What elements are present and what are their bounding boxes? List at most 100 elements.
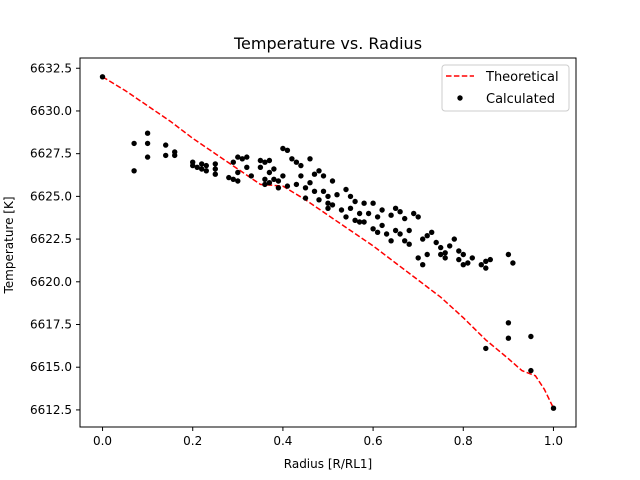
calculated-point: [469, 255, 475, 261]
calculated-point: [392, 227, 399, 234]
chart-title: Temperature vs. Radius: [233, 34, 422, 53]
calculated-point: [325, 200, 331, 206]
calculated-point: [293, 181, 300, 188]
calculated-point: [411, 210, 417, 217]
x-axis-ticks: 0.0 0.2 0.4 0.6 0.8 1.0: [93, 427, 563, 448]
calculated-point: [289, 156, 295, 162]
calculated-point: [438, 244, 444, 251]
calculated-point: [456, 248, 462, 254]
calculated-point: [483, 265, 489, 271]
calculated-point: [199, 166, 205, 172]
calculated-point: [352, 198, 358, 205]
calculated-point: [397, 209, 403, 215]
calculated-point: [415, 214, 421, 220]
calculated-point: [262, 159, 268, 165]
calculated-point: [172, 152, 178, 159]
calculated-point: [280, 145, 286, 152]
calculated-point: [374, 214, 381, 220]
calculated-point: [343, 214, 349, 220]
calculated-point: [365, 210, 372, 217]
y-tick-label: 6612.5: [30, 403, 72, 417]
calculated-point: [406, 227, 412, 234]
plot-frame: [79, 57, 577, 428]
x-tick-label: 0.4: [273, 434, 292, 448]
calculated-point: [257, 164, 264, 170]
y-tick-label: 6625.0: [30, 189, 72, 203]
calculated-point: [235, 154, 241, 160]
x-tick-label: 0.8: [454, 434, 473, 448]
legend-calculated-label: Calculated: [486, 92, 555, 107]
calculated-point: [442, 250, 448, 256]
calculated-point: [338, 207, 345, 213]
calculated-point: [262, 176, 268, 182]
x-tick-label: 0.6: [364, 434, 383, 448]
calculated-point: [347, 205, 354, 211]
calculated-point: [275, 178, 282, 184]
calculated-point: [244, 154, 250, 160]
legend-calculated-swatch: [457, 95, 463, 101]
calculated-point: [144, 140, 151, 147]
y-tick-label: 6615.0: [30, 360, 72, 374]
calculated-point: [370, 226, 376, 232]
y-tick-label: 6617.5: [30, 318, 72, 332]
calculated-point: [460, 262, 466, 268]
calculated-point: [163, 142, 169, 148]
calculated-point: [271, 166, 277, 172]
calculated-point: [248, 173, 254, 179]
calculated-point: [456, 256, 462, 263]
calculated-point: [487, 256, 493, 263]
y-tick-label: 6632.5: [30, 61, 72, 75]
calculated-point: [433, 239, 439, 246]
calculated-point: [424, 233, 430, 239]
calculated-point: [212, 161, 218, 167]
calculated-point: [311, 188, 318, 194]
calculated-point: [144, 130, 151, 136]
calculated-point: [131, 168, 137, 174]
calculated-point: [266, 169, 273, 176]
x-axis-label: Radius [R/RL1]: [284, 457, 372, 471]
calculated-point: [528, 367, 534, 374]
calculated-point: [311, 171, 318, 177]
calculated-point: [352, 217, 358, 223]
calculated-point: [424, 251, 430, 258]
calculated-point: [271, 176, 277, 182]
calculated-point: [388, 212, 394, 218]
calculated-point: [320, 188, 327, 194]
calculated-point: [406, 241, 412, 247]
calculated-point: [99, 74, 106, 80]
theoretical-line: [102, 76, 555, 409]
calculated-point: [203, 168, 209, 174]
calculated-point: [203, 162, 209, 169]
legend: Theoretical Calculated: [441, 64, 570, 112]
calculated-point: [257, 157, 264, 164]
calculated-point: [460, 251, 466, 258]
calculated-point: [528, 333, 534, 340]
calculated-point: [302, 185, 309, 191]
calculated-point: [483, 345, 489, 352]
calculated-point: [199, 161, 205, 167]
calculated-point: [370, 200, 376, 206]
calculated-point: [230, 176, 236, 182]
calculated-point: [235, 178, 241, 184]
calculated-point: [266, 180, 273, 186]
calculated-point: [505, 251, 512, 258]
calculated-point: [275, 185, 282, 191]
calculated-point: [298, 173, 304, 179]
y-tick-label: 6627.5: [30, 147, 72, 161]
calculated-point: [194, 164, 200, 170]
calculated-point: [262, 181, 268, 188]
calculated-point: [550, 405, 557, 411]
calculated-point: [329, 178, 336, 184]
x-tick-label: 1.0: [544, 434, 563, 448]
calculated-point: [447, 243, 453, 249]
calculated-point: [383, 231, 390, 237]
calculated-point: [420, 262, 426, 268]
calculated-point: [483, 258, 489, 264]
calculated-point: [356, 210, 363, 217]
calculated-point: [144, 154, 151, 160]
y-axis-label: Temperature [K]: [2, 196, 16, 294]
calculated-point: [429, 229, 435, 235]
calculated-point: [392, 205, 399, 211]
calculated-point: [307, 156, 313, 162]
